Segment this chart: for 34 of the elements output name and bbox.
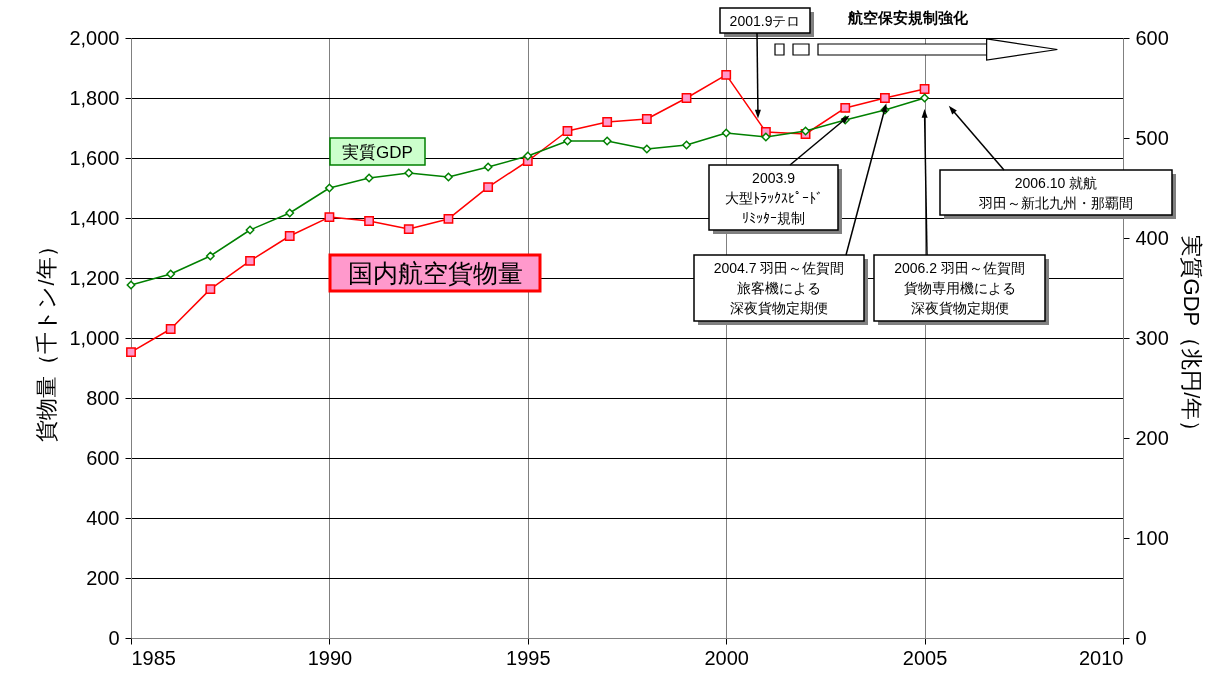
text: 航空保安規制強化	[847, 9, 969, 26]
annotation: 2006.2 羽田～佐賀間貨物専用機による深夜貨物定期便	[894, 260, 1025, 316]
y2-axis-title: 実質GDP（兆円/年）	[1178, 234, 1204, 443]
annotation: 2006.10 就航羽田～新北九州・那覇間	[978, 174, 1133, 211]
y2-tick-label: 0	[1135, 626, 1147, 649]
series-label: 実質GDP	[342, 142, 413, 162]
x-tick-label: 1985	[131, 646, 176, 669]
y-tick-label: 400	[86, 506, 120, 529]
y-tick-label: 200	[86, 566, 120, 589]
y2-tick-label: 600	[1135, 26, 1169, 49]
y2-tick-label: 400	[1135, 226, 1169, 249]
y-tick-label: 2,000	[69, 26, 120, 49]
annotation: 2004.7 羽田～佐賀間旅客機による深夜貨物定期便	[713, 260, 845, 316]
y2-tick-label: 300	[1135, 326, 1169, 349]
x-tick-label: 2000	[704, 646, 749, 669]
annotation: 2001.9テロ	[729, 12, 801, 29]
annotation: 2003.9大型ﾄﾗｯｸｽﾋﾟｰﾄﾞﾘﾐｯﾀｰ規制	[724, 169, 823, 226]
x-tick-label: 2010	[1079, 646, 1124, 669]
y-tick-label: 1,200	[69, 266, 120, 289]
y-tick-label: 1,400	[69, 206, 120, 229]
series-label: 国内航空貨物量	[347, 259, 523, 287]
x-tick-label: 2005	[902, 646, 948, 669]
x-tick-label: 1995	[506, 646, 551, 669]
y-tick-label: 1,800	[69, 86, 120, 109]
y-tick-label: 600	[86, 446, 120, 469]
x-tick-label: 1990	[307, 646, 353, 669]
y2-tick-label: 500	[1135, 126, 1169, 149]
y2-tick-label: 200	[1135, 426, 1169, 449]
y-axis-title: 貨物量（千トン/年）	[34, 235, 60, 442]
y-tick-label: 0	[108, 626, 120, 649]
y-tick-label: 1,000	[69, 326, 120, 349]
y-tick-label: 800	[86, 386, 120, 409]
y-tick-label: 1,600	[69, 146, 120, 169]
y2-tick-label: 100	[1135, 526, 1169, 549]
